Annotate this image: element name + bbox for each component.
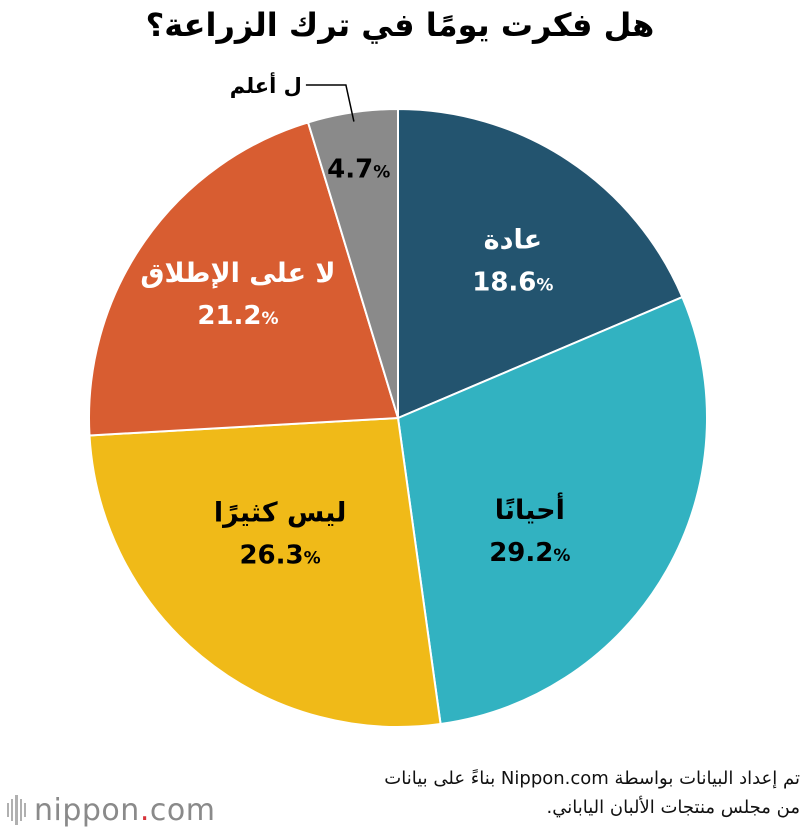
slice-label: لا على الإطلاق [140, 258, 335, 289]
pie-slice [396, 295, 708, 726]
slice-label: أحيانًا [495, 492, 565, 526]
brand-name-start: nippon [34, 792, 140, 828]
pie-slice [88, 121, 400, 437]
pie-slice [88, 416, 442, 728]
leader-line [305, 84, 355, 122]
slice-value-label: 21.2% [197, 301, 278, 331]
pie-chart: عادة 18.6% أحيانًا 29.2% ليس كثيرًا 26.3% لا ع… [88, 71, 708, 728]
source-note: تم إعداد البيانات بواسطة Nippon.com بناء… [240, 764, 800, 822]
slice-value-label: 4.7% [327, 154, 390, 184]
pie-slice [397, 107, 684, 420]
pie-labels: عادة 18.6% أحيانًا 29.2% ليس كثيرًا 26.3% لا ع… [140, 71, 570, 570]
nippon-mark-icon [7, 795, 26, 825]
brand-name: nippon.com [34, 793, 215, 828]
brand-name-end: com [149, 792, 216, 828]
slice-value-label: 26.3% [239, 540, 320, 570]
source-line-2: من مجلس منتجات الألبان الياباني. [546, 797, 800, 818]
brand-dot: . [139, 792, 150, 828]
source-line-1: تم إعداد البيانات بواسطة Nippon.com بناء… [384, 768, 800, 789]
slice-label: عادة [484, 225, 542, 256]
pie-slices [88, 107, 708, 728]
chart-title: هل فكرت يومًا في ترك الزراعة؟ [145, 6, 655, 44]
slice-label: ل أعلم [230, 71, 302, 98]
slice-value-label: 18.6% [472, 268, 553, 298]
slice-value-label: 29.2% [489, 538, 570, 568]
slice-label: ليس كثيرًا [214, 497, 347, 528]
brand-logo: nippon.com [6, 788, 215, 832]
